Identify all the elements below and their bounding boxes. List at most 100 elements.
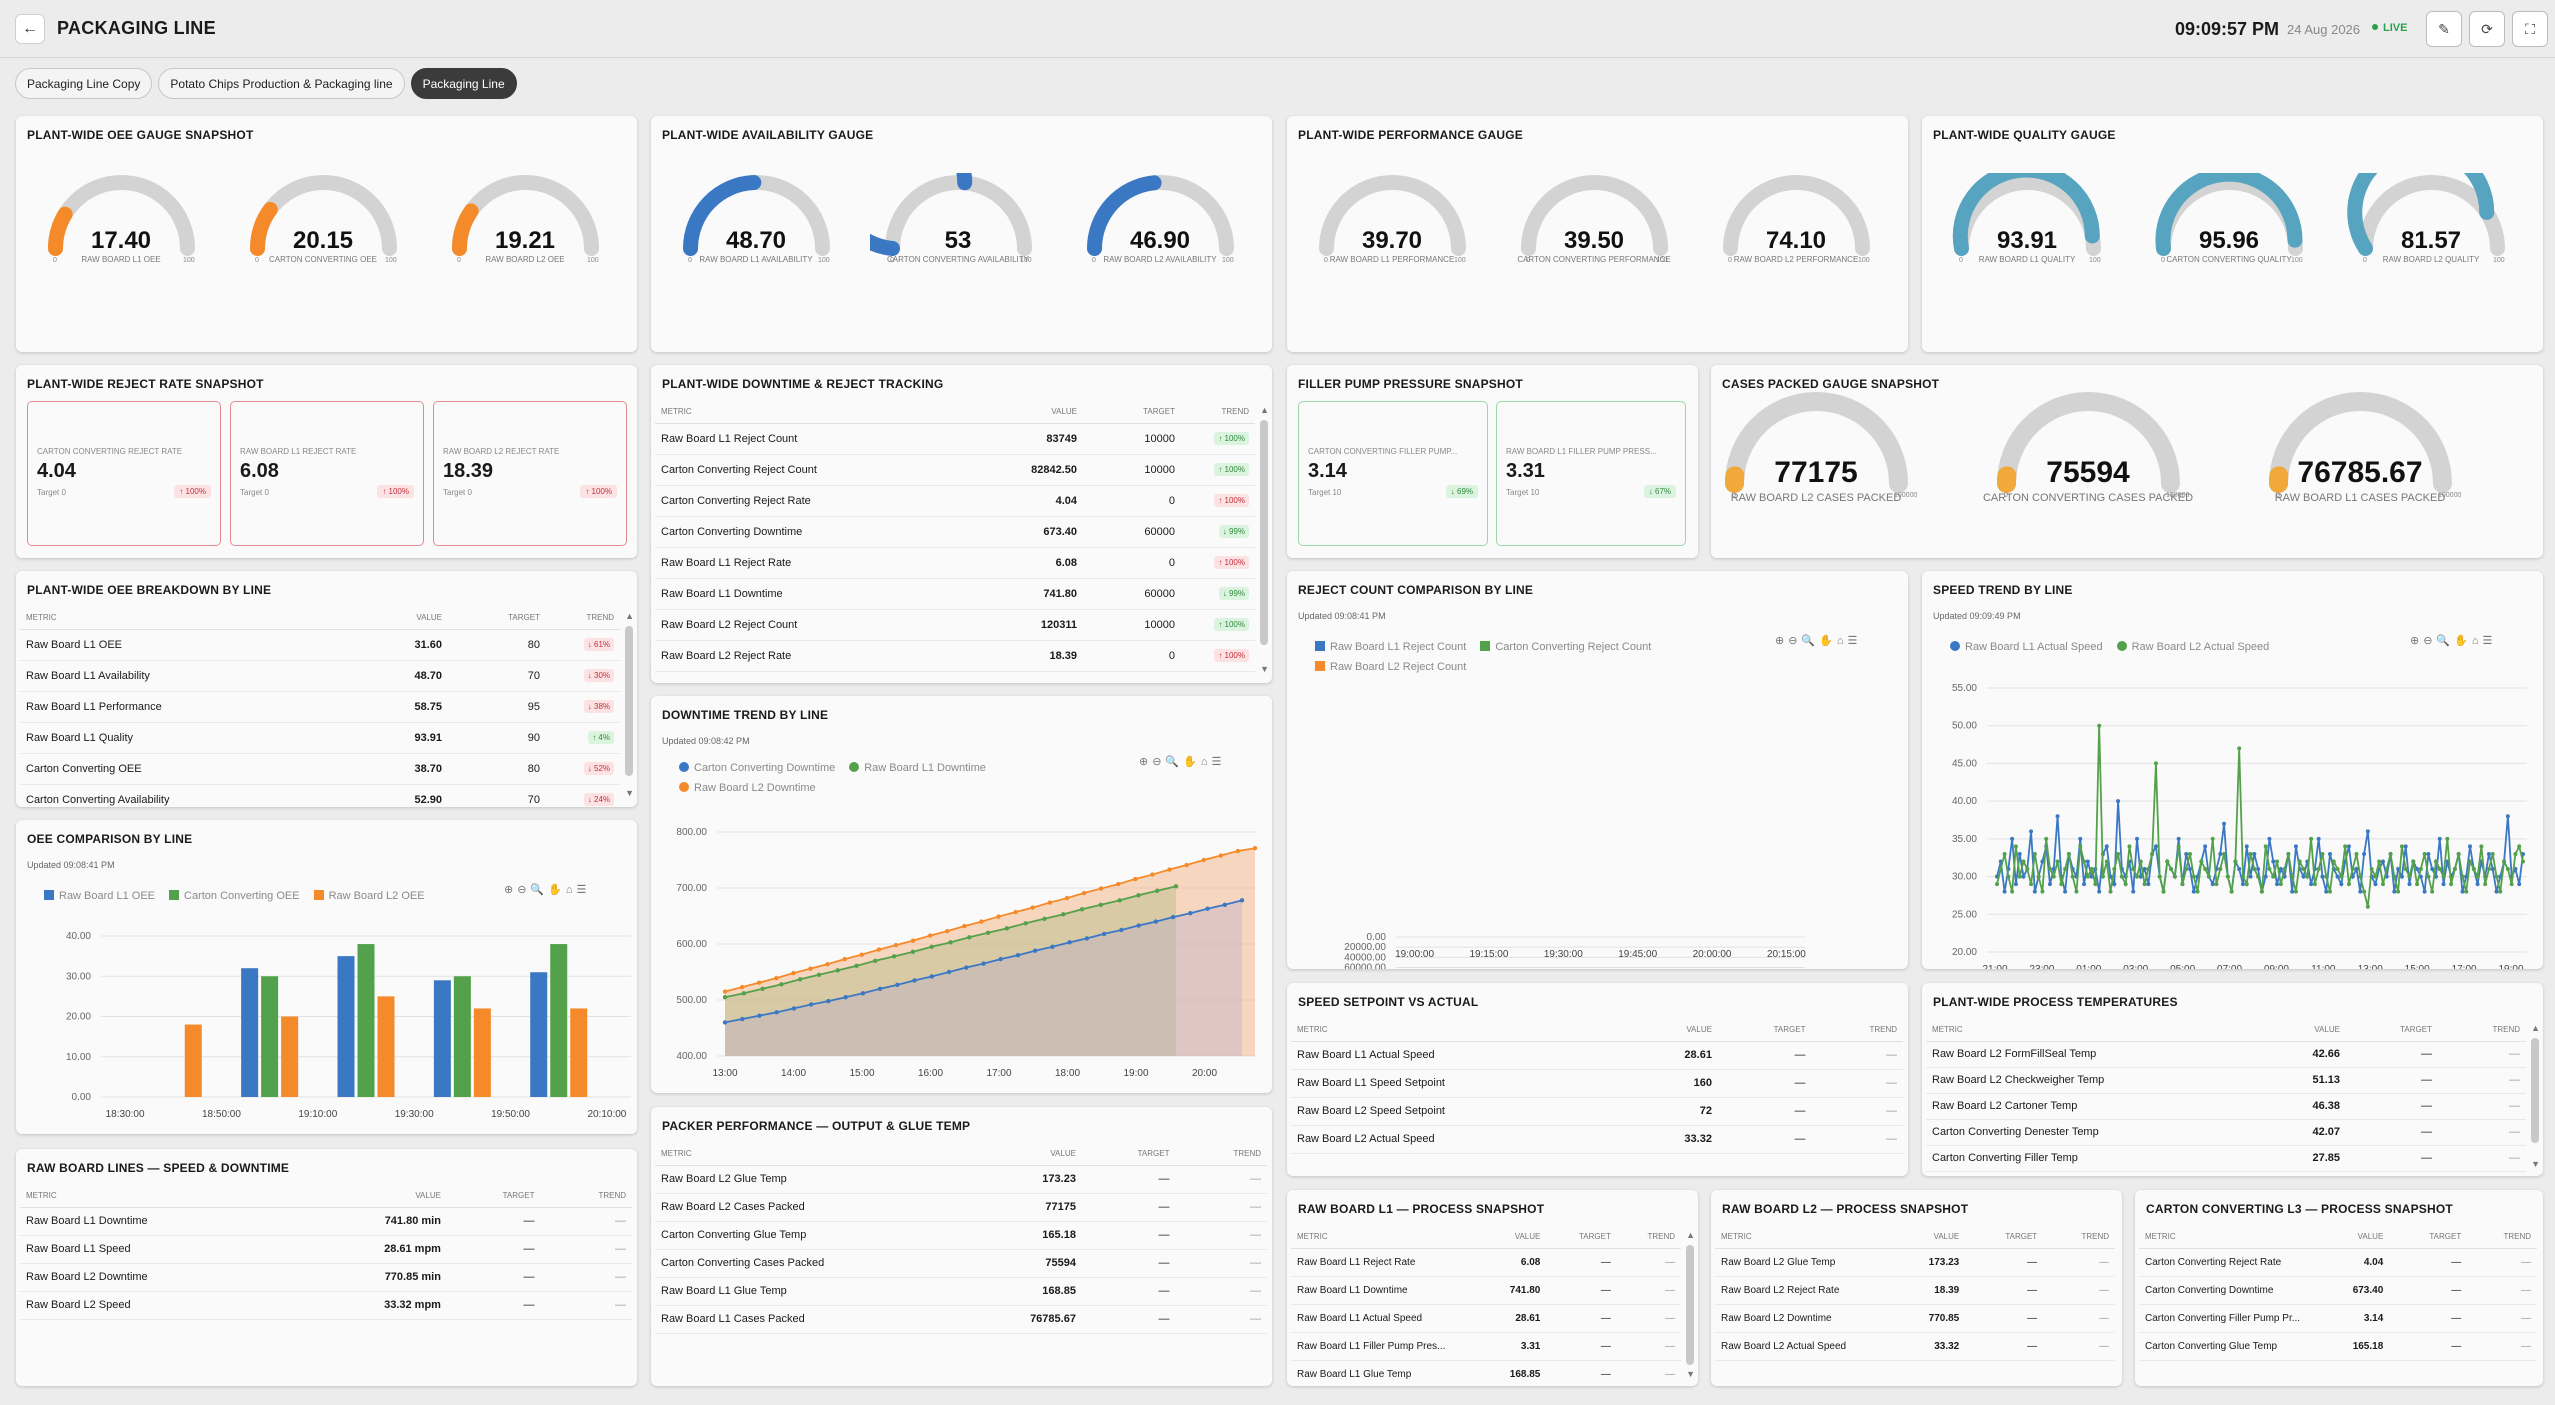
table-row[interactable]: Raw Board L1 Glue Temp 168.85— — xyxy=(655,1277,1267,1306)
column-header[interactable]: VALUE xyxy=(2313,1226,2390,1249)
table-row[interactable]: Carton Converting Filler Temp 27.85— — xyxy=(1926,1145,2526,1172)
legend-item[interactable]: Raw Board L2 Reject Count xyxy=(1315,661,1466,673)
table-row[interactable]: Raw Board L1 Downtime 741.80 min — — xyxy=(20,1207,632,1236)
column-header[interactable]: METRIC xyxy=(20,1185,354,1208)
table-row[interactable]: Carton Converting Reject Count 82842.50 10… xyxy=(655,454,1255,486)
table-row[interactable]: Raw Board L2 Reject Rate 18.39— — xyxy=(1715,1276,2115,1305)
table-row[interactable]: Carton Converting Cases Packed 75594— — xyxy=(655,1249,1267,1278)
column-header[interactable]: TREND xyxy=(546,607,620,630)
column-header[interactable]: TARGET xyxy=(1717,1019,1812,1042)
table-row[interactable]: Carton Converting Downtime 673.40— — xyxy=(2139,1276,2537,1305)
scroll-down-icon[interactable]: ▼ xyxy=(625,788,634,798)
chart-legend[interactable]: Raw Board L1 Reject Count Carton Converti… xyxy=(1315,641,1745,673)
column-header[interactable]: TREND xyxy=(2467,1226,2537,1249)
table-row[interactable]: Raw Board L2 Cartoner Temp 46.38— — xyxy=(1926,1093,2526,1120)
chart-toolbar[interactable]: ⊕⊖🔍✋⌂☰ xyxy=(1139,756,1226,768)
table-row[interactable]: Raw Board L1 Quality 93.91 90 ↑ 4% xyxy=(20,722,620,754)
column-header[interactable]: TARGET xyxy=(1965,1226,2044,1249)
scrollbar[interactable] xyxy=(1686,1245,1694,1365)
refresh-button[interactable]: ⟳ xyxy=(2469,11,2505,47)
tab-potato-chips[interactable]: Potato Chips Production & Packaging line xyxy=(158,68,405,99)
table-row[interactable]: Raw Board L1 Performance 58.75 95 ↓ 38% xyxy=(20,691,620,723)
back-button[interactable]: ← xyxy=(15,14,45,44)
table-row[interactable]: Raw Board L2 Downtime 770.85 min — — xyxy=(20,1263,632,1292)
legend-item[interactable]: Raw Board L1 Reject Count xyxy=(1315,641,1466,653)
column-header[interactable]: VALUE xyxy=(988,1143,1082,1166)
column-header[interactable]: TREND xyxy=(1175,1143,1267,1166)
table-row[interactable]: Raw Board L2 Glue Temp 173.23— — xyxy=(1715,1248,2115,1277)
scroll-down-icon[interactable]: ▼ xyxy=(1686,1369,1695,1379)
scroll-up-icon[interactable]: ▲ xyxy=(1260,405,1269,415)
column-header[interactable]: METRIC xyxy=(20,607,350,630)
table-row[interactable]: Raw Board L1 Availability 48.70 70 ↓ 30% xyxy=(20,660,620,692)
legend-item[interactable]: Raw Board L1 Actual Speed xyxy=(1950,641,2103,653)
legend-item[interactable]: Raw Board L2 Actual Speed xyxy=(2117,641,2270,653)
chart-toolbar[interactable]: ⊕⊖🔍✋⌂☰ xyxy=(504,884,591,896)
table-row[interactable]: Carton Converting OEE 38.70 80 ↓ 52% xyxy=(20,753,620,785)
column-header[interactable]: METRIC xyxy=(2139,1226,2314,1249)
column-header[interactable]: TARGET xyxy=(446,1185,541,1208)
table-row[interactable]: Raw Board L1 Downtime 741.80 60000 ↓ 99% xyxy=(655,578,1255,610)
column-header[interactable]: METRIC xyxy=(1926,1019,2254,1042)
table-row[interactable]: Raw Board L1 Reject Count 83749 10000 ↑ 100… xyxy=(655,423,1255,455)
table-row[interactable]: Raw Board L1 Actual Speed 28.61— — xyxy=(1291,1041,1903,1070)
column-header[interactable]: TARGET xyxy=(2346,1019,2438,1042)
column-header[interactable]: METRIC xyxy=(1715,1226,1890,1249)
table-row[interactable]: Carton Converting Filler Pump Pr... 3.14—… xyxy=(2139,1304,2537,1333)
scroll-up-icon[interactable]: ▲ xyxy=(1686,1230,1695,1240)
table-row[interactable]: Carton Converting Denester Temp 42.07— — xyxy=(1926,1119,2526,1146)
scroll-down-icon[interactable]: ▼ xyxy=(2531,1159,2540,1169)
table-row[interactable]: Raw Board L1 Glue Temp 168.85— — xyxy=(1291,1360,1681,1386)
scroll-up-icon[interactable]: ▲ xyxy=(2531,1023,2540,1033)
chart-toolbar[interactable]: ⊕⊖🔍✋⌂☰ xyxy=(1775,635,1862,647)
table-row[interactable]: Carton Converting Glue Temp 165.18— — xyxy=(2139,1332,2537,1361)
table-row[interactable]: Raw Board L2 Glue Temp 173.23— — xyxy=(655,1165,1267,1194)
column-header[interactable]: TREND xyxy=(1616,1226,1681,1249)
table-row[interactable]: Raw Board L1 Actual Speed 28.61— — xyxy=(1291,1304,1681,1333)
column-header[interactable]: TREND xyxy=(540,1185,632,1208)
column-header[interactable]: METRIC xyxy=(655,1143,989,1166)
column-header[interactable]: VALUE xyxy=(1467,1226,1547,1249)
tab-packaging-line-copy[interactable]: Packaging Line Copy xyxy=(15,68,153,99)
table-row[interactable]: Raw Board L2 Actual Speed 33.32— — xyxy=(1715,1332,2115,1361)
table-row[interactable]: Raw Board L1 OEE 31.60 80 ↓ 61% xyxy=(20,629,620,661)
table-row[interactable]: Raw Board L1 Downtime 741.80— — xyxy=(1291,1276,1681,1305)
table-row[interactable]: Carton Converting Availability 52.90 70 ↓ 2… xyxy=(20,784,620,807)
column-header[interactable]: TREND xyxy=(2438,1019,2526,1042)
fullscreen-button[interactable]: ⛶ xyxy=(2512,11,2548,47)
chart-legend[interactable]: Raw Board L1 Actual Speed Raw Board L2 Ac… xyxy=(1950,641,2380,653)
scroll-up-icon[interactable]: ▲ xyxy=(625,611,634,621)
edit-button[interactable]: ✎ xyxy=(2426,11,2462,47)
column-header[interactable]: TREND xyxy=(1811,1019,1903,1042)
column-header[interactable]: VALUE xyxy=(1889,1226,1966,1249)
column-header[interactable]: VALUE xyxy=(353,1185,447,1208)
legend-item[interactable]: Raw Board L1 Downtime xyxy=(849,762,986,774)
chart-legend[interactable]: Raw Board L1 OEE Carton Converting OEE Raw… xyxy=(44,890,514,902)
column-header[interactable]: TARGET xyxy=(1083,401,1181,424)
column-header[interactable]: VALUE xyxy=(350,607,448,630)
table-row[interactable]: Raw Board L1 Speed Setpoint 160— — xyxy=(1291,1069,1903,1098)
table-row[interactable]: Raw Board L2 Actual Speed 33.32— — xyxy=(1291,1125,1903,1154)
table-row[interactable]: Raw Board L2 Speed Setpoint 72— — xyxy=(1291,1097,1903,1126)
chart-legend[interactable]: Carton Converting Downtime Raw Board L1 D… xyxy=(679,762,1099,794)
column-header[interactable]: TREND xyxy=(2043,1226,2115,1249)
table-row[interactable]: Raw Board L1 Reject Rate 6.08 0 ↑ 100% xyxy=(655,547,1255,579)
table-row[interactable]: Carton Converting Reject Rate 4.04— — xyxy=(2139,1248,2537,1277)
scrollbar[interactable] xyxy=(2531,1038,2539,1143)
column-header[interactable]: METRIC xyxy=(655,401,985,424)
table-row[interactable]: Raw Board L2 FormFillSeal Temp 42.66— — xyxy=(1926,1041,2526,1068)
legend-item[interactable]: Raw Board L2 Downtime xyxy=(679,782,816,794)
table-row[interactable]: Carton Converting Glue Temp 165.18— — xyxy=(655,1221,1267,1250)
table-row[interactable]: Raw Board L2 Cases Packed 77175— — xyxy=(655,1193,1267,1222)
column-header[interactable]: TARGET xyxy=(448,607,546,630)
scroll-down-icon[interactable]: ▼ xyxy=(1260,664,1269,674)
table-row[interactable]: Carton Converting Downtime 673.40 60000 ↓ 9… xyxy=(655,516,1255,548)
column-header[interactable]: VALUE xyxy=(2254,1019,2346,1042)
column-header[interactable]: METRIC xyxy=(1291,1226,1468,1249)
column-header[interactable]: TREND xyxy=(1181,401,1255,424)
legend-item[interactable]: Carton Converting Reject Count xyxy=(1480,641,1651,653)
tab-packaging-line[interactable]: Packaging Line xyxy=(410,68,517,99)
legend-item[interactable]: Raw Board L1 OEE xyxy=(44,890,155,902)
table-row[interactable]: Raw Board L2 Reject Count 120311 10000 ↑ 10… xyxy=(655,609,1255,641)
column-header[interactable]: VALUE xyxy=(985,401,1083,424)
